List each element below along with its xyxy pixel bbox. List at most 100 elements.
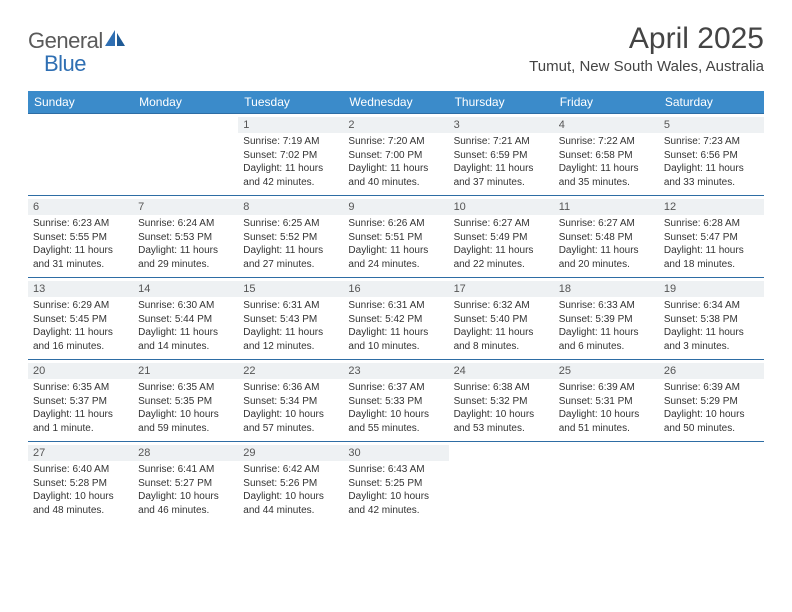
sunrise-text: Sunrise: 6:36 AM [243,381,338,395]
day-number: 3 [449,117,554,133]
sunrise-text: Sunrise: 7:22 AM [559,135,654,149]
sunrise-text: Sunrise: 6:34 AM [664,299,759,313]
daylight1-text: Daylight: 11 hours [664,326,759,340]
daylight1-text: Daylight: 10 hours [559,408,654,422]
daylight1-text: Daylight: 10 hours [33,490,128,504]
sunset-text: Sunset: 5:47 PM [664,231,759,245]
sunrise-text: Sunrise: 6:30 AM [138,299,233,313]
day-number: 1 [238,117,343,133]
day-cell: 17Sunrise: 6:32 AMSunset: 5:40 PMDayligh… [449,278,554,360]
logo: General [28,22,127,54]
daylight1-text: Daylight: 10 hours [138,408,233,422]
daylight2-text: and 6 minutes. [559,340,654,354]
daylight1-text: Daylight: 11 hours [33,408,128,422]
day-cell [659,442,764,524]
week-row: 6Sunrise: 6:23 AMSunset: 5:55 PMDaylight… [28,196,764,278]
daylight1-text: Daylight: 10 hours [138,490,233,504]
sunrise-text: Sunrise: 6:42 AM [243,463,338,477]
calendar-body: 1Sunrise: 7:19 AMSunset: 7:02 PMDaylight… [28,114,764,524]
sunset-text: Sunset: 5:38 PM [664,313,759,327]
daylight2-text: and 24 minutes. [348,258,443,272]
sail-icon [105,30,127,53]
day-cell: 13Sunrise: 6:29 AMSunset: 5:45 PMDayligh… [28,278,133,360]
daylight1-text: Daylight: 11 hours [243,162,338,176]
daylight2-text: and 53 minutes. [454,422,549,436]
day-cell: 27Sunrise: 6:40 AMSunset: 5:28 PMDayligh… [28,442,133,524]
sunset-text: Sunset: 5:55 PM [33,231,128,245]
day-cell [28,114,133,196]
sunset-text: Sunset: 6:56 PM [664,149,759,163]
location-text: Tumut, New South Wales, Australia [529,58,764,75]
sunset-text: Sunset: 5:48 PM [559,231,654,245]
sunset-text: Sunset: 5:44 PM [138,313,233,327]
sunrise-text: Sunrise: 7:23 AM [664,135,759,149]
day-cell: 29 Sunrise: 6:42 AMSunset: 5:26 PMDayligh… [238,442,343,524]
day-cell: 4Sunrise: 7:22 AMSunset: 6:58 PMDaylight… [554,114,659,196]
daylight2-text: and 50 minutes. [664,422,759,436]
day-number: 14 [133,281,238,297]
day-cell: 24Sunrise: 6:38 AMSunset: 5:32 PMDayligh… [449,360,554,442]
day-number: 16 [343,281,448,297]
sunset-text: Sunset: 6:59 PM [454,149,549,163]
daylight1-text: Daylight: 11 hours [138,244,233,258]
sunrise-text: Sunrise: 7:20 AM [348,135,443,149]
daylight1-text: Daylight: 10 hours [243,490,338,504]
sunset-text: Sunset: 5:35 PM [138,395,233,409]
day-cell [133,114,238,196]
daylight2-text: and 3 minutes. [664,340,759,354]
sunrise-text: Sunrise: 6:41 AM [138,463,233,477]
day-number: 17 [449,281,554,297]
sunset-text: Sunset: 5:26 PM [243,477,338,491]
daylight1-text: Daylight: 11 hours [559,326,654,340]
day-number: 22 [238,363,343,379]
daylight1-text: Daylight: 11 hours [664,162,759,176]
calendar-table: Sunday Monday Tuesday Wednesday Thursday… [28,91,764,523]
daylight1-text: Daylight: 10 hours [348,408,443,422]
day-number: 23 [343,363,448,379]
page: General April 2025 Tumut, New South Wale… [0,0,792,545]
sunrise-text: Sunrise: 6:33 AM [559,299,654,313]
daylight1-text: Daylight: 11 hours [348,244,443,258]
sunset-text: Sunset: 6:58 PM [559,149,654,163]
sunrise-text: Sunrise: 6:43 AM [348,463,443,477]
daylight2-text: and 59 minutes. [138,422,233,436]
day-cell: 20 Sunrise: 6:35 AMSunset: 5:37 PMDayligh… [28,360,133,442]
day-number: 2 [343,117,448,133]
day-cell: 21Sunrise: 6:35 AMSunset: 5:35 PMDayligh… [133,360,238,442]
daylight2-text: and 8 minutes. [454,340,549,354]
sunrise-text: Sunrise: 6:35 AM [33,381,128,395]
day-number: 29 [238,445,343,461]
week-row: 1Sunrise: 7:19 AMSunset: 7:02 PMDaylight… [28,114,764,196]
day-cell: 30Sunrise: 6:43 AMSunset: 5:25 PMDayligh… [343,442,448,524]
day-number: 30 [343,445,448,461]
sunset-text: Sunset: 5:34 PM [243,395,338,409]
sunset-text: Sunset: 5:28 PM [33,477,128,491]
weekday-header: Saturday [659,91,764,114]
daylight2-text: and 22 minutes. [454,258,549,272]
day-cell: 18Sunrise: 6:33 AMSunset: 5:39 PMDayligh… [554,278,659,360]
sunset-text: Sunset: 5:37 PM [33,395,128,409]
daylight2-text: and 18 minutes. [664,258,759,272]
sunrise-text: Sunrise: 6:31 AM [348,299,443,313]
daylight2-text: and 10 minutes. [348,340,443,354]
sunset-text: Sunset: 5:31 PM [559,395,654,409]
daylight1-text: Daylight: 11 hours [33,326,128,340]
sunrise-text: Sunrise: 6:24 AM [138,217,233,231]
sunset-text: Sunset: 5:40 PM [454,313,549,327]
daylight1-text: Daylight: 11 hours [664,244,759,258]
day-number: 6 [28,199,133,215]
daylight2-text: and 16 minutes. [33,340,128,354]
daylight2-text: and 37 minutes. [454,176,549,190]
daylight1-text: Daylight: 11 hours [348,162,443,176]
day-cell: 16Sunrise: 6:31 AMSunset: 5:42 PMDayligh… [343,278,448,360]
sunset-text: Sunset: 5:51 PM [348,231,443,245]
sunset-text: Sunset: 5:42 PM [348,313,443,327]
daylight1-text: Daylight: 11 hours [454,326,549,340]
daylight2-text: and 27 minutes. [243,258,338,272]
day-number: 19 [659,281,764,297]
day-number: 20 [28,363,133,379]
sunrise-text: Sunrise: 6:26 AM [348,217,443,231]
day-cell: 10Sunrise: 6:27 AMSunset: 5:49 PMDayligh… [449,196,554,278]
sunrise-text: Sunrise: 6:25 AM [243,217,338,231]
daylight2-text: and 44 minutes. [243,504,338,518]
